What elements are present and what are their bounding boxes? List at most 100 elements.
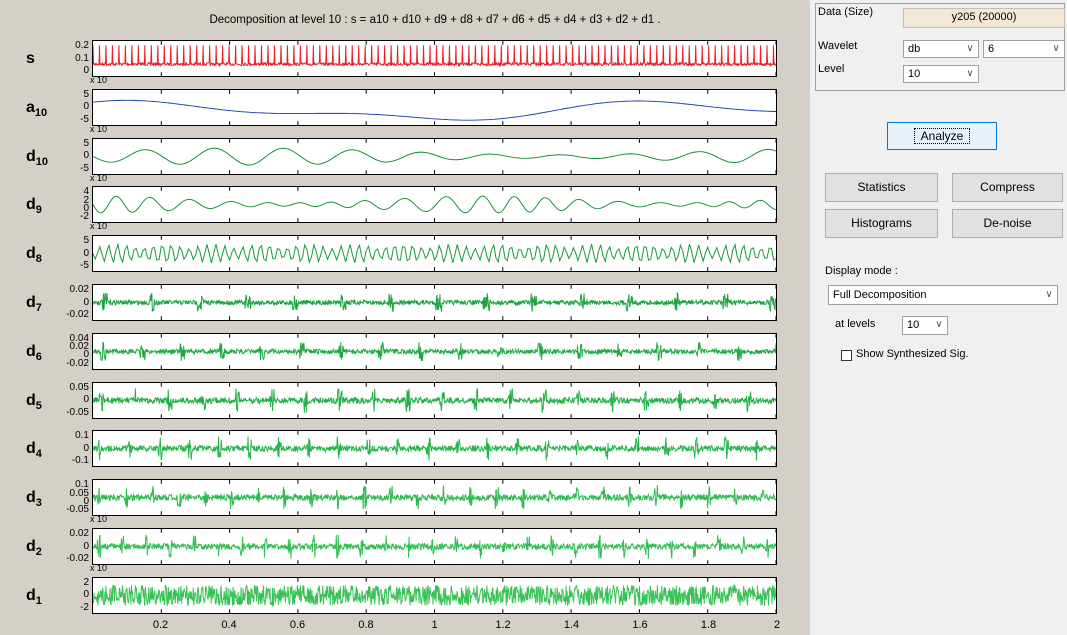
level-value: 10	[908, 68, 921, 80]
signal-subscript: 1	[35, 594, 42, 607]
signal-label: d8	[26, 245, 42, 265]
waveform-line	[93, 583, 776, 608]
signal-trace-d4	[93, 431, 776, 467]
y-tick-label: 0.04	[69, 332, 89, 344]
signal-name: d	[26, 489, 36, 507]
wavelet-family-select[interactable]: db ∨	[903, 40, 979, 58]
y-tick-label: 0	[83, 247, 89, 259]
data-size-field: y205 (20000)	[903, 8, 1065, 28]
wavelet-order-value: 6	[988, 43, 995, 55]
signal-name: d	[26, 538, 36, 555]
level-select[interactable]: 10 ∨	[903, 65, 979, 83]
signal-subscript: 10	[35, 155, 49, 168]
signal-subscript: 6	[35, 350, 42, 363]
signal-subscript: 4	[35, 448, 42, 461]
subplot-d10	[92, 137, 777, 175]
y-tick-label: 0	[83, 349, 89, 361]
subplot-a10	[92, 88, 777, 126]
signal-label: d5	[26, 392, 42, 412]
y-tick-label: 2	[83, 194, 89, 206]
wavelet-family-value: db	[908, 43, 921, 55]
signal-name: d	[26, 196, 36, 214]
y-tick-label: -0.05	[66, 504, 89, 516]
level-label: Level	[818, 63, 845, 75]
exponent-label: x 10	[90, 563, 108, 573]
y-tick-label: 5	[83, 235, 89, 247]
display-mode-label: Display mode :	[825, 265, 898, 277]
signal-name: a	[26, 98, 35, 116]
y-tick-label: -5	[80, 162, 89, 174]
y-tick-label: 0.05	[69, 487, 89, 499]
exponent-label: x 10	[90, 221, 108, 232]
statistics-button[interactable]: Statistics	[825, 173, 938, 202]
show-synthesized-label: Show Synthesized Sig.	[856, 348, 969, 360]
histograms-button[interactable]: Histograms	[825, 209, 938, 238]
y-tick-label: 0.05	[69, 381, 89, 393]
waveform-line	[93, 99, 776, 121]
signal-trace-d5	[93, 382, 776, 418]
y-tick-label: 0	[83, 442, 89, 454]
chevron-down-icon: ∨	[935, 319, 943, 330]
x-tick-label: 1	[431, 619, 438, 631]
signal-name: s	[26, 50, 35, 67]
y-tick-label: 2	[83, 576, 89, 588]
signal-trace-d1	[93, 577, 776, 613]
signal-label: d6	[26, 343, 42, 363]
analyze-button[interactable]: Analyze	[887, 122, 997, 150]
y-tick-label: 0	[83, 589, 89, 601]
signal-subscript: 9	[35, 204, 42, 217]
at-levels-select[interactable]: 10 ∨	[902, 316, 948, 335]
x-tick-label: 0.8	[358, 619, 374, 631]
subplot-d9	[92, 186, 777, 224]
y-tick-label: 0.02	[69, 528, 89, 539]
x-tick-label: 1.4	[563, 619, 580, 631]
subplot-d5	[92, 381, 777, 419]
signal-name: d	[26, 245, 36, 263]
y-tick-label: 0.02	[69, 284, 89, 295]
x-tick-label: 1.2	[495, 619, 511, 631]
exponent-label: x 10	[90, 172, 108, 183]
exponent-label: x 10	[90, 75, 108, 85]
y-tick-label: 0	[83, 65, 89, 76]
show-synthesized-checkbox[interactable]	[841, 350, 852, 361]
signal-name: d	[26, 440, 36, 458]
y-tick-label: 0	[83, 101, 89, 113]
denoise-button[interactable]: De-noise	[952, 209, 1063, 238]
y-tick-label: 0	[83, 540, 89, 552]
waveform-line	[93, 387, 776, 413]
at-levels-label: at levels	[835, 318, 876, 330]
waveform-line	[93, 436, 776, 462]
signal-trace-d3	[93, 480, 776, 516]
signal-label: a10	[26, 99, 47, 119]
y-tick-label: 0.1	[75, 430, 89, 442]
signal-label: d2	[26, 538, 42, 558]
signal-subscript: 2	[35, 546, 42, 559]
signal-subscript: 7	[35, 302, 42, 315]
wavelet-order-select[interactable]: 6 ∨	[983, 40, 1065, 58]
signal-label: d9	[26, 196, 42, 216]
x-tick-label: 2	[773, 619, 781, 631]
y-tick-label: 5	[83, 88, 89, 100]
x-tick-label: 1.8	[700, 619, 717, 631]
data-size-label: Data (Size)	[818, 6, 874, 18]
signal-trace-a10	[93, 89, 776, 125]
y-tick-label: -0.1	[71, 455, 89, 467]
signal-subscript: 3	[35, 497, 42, 510]
chevron-down-icon: ∨	[966, 43, 974, 54]
y-tick-label: -5	[80, 260, 89, 272]
waveform-line	[93, 534, 776, 559]
x-tick-label: 0.6	[289, 619, 306, 631]
display-mode-select[interactable]: Full Decomposition ∨	[828, 285, 1058, 305]
signal-name: d	[26, 586, 36, 604]
signal-label: d10	[26, 148, 48, 168]
waveform-line	[93, 242, 776, 265]
signal-label: d7	[26, 294, 42, 314]
waveform-line	[93, 341, 776, 361]
signal-name: d	[26, 294, 36, 311]
subplot-d2	[92, 528, 777, 565]
waveform-line	[93, 485, 776, 510]
subplot-d4	[92, 430, 777, 468]
y-tick-label: 0.1	[75, 479, 89, 491]
y-tick-label: 4	[83, 186, 89, 198]
compress-button[interactable]: Compress	[952, 173, 1063, 202]
